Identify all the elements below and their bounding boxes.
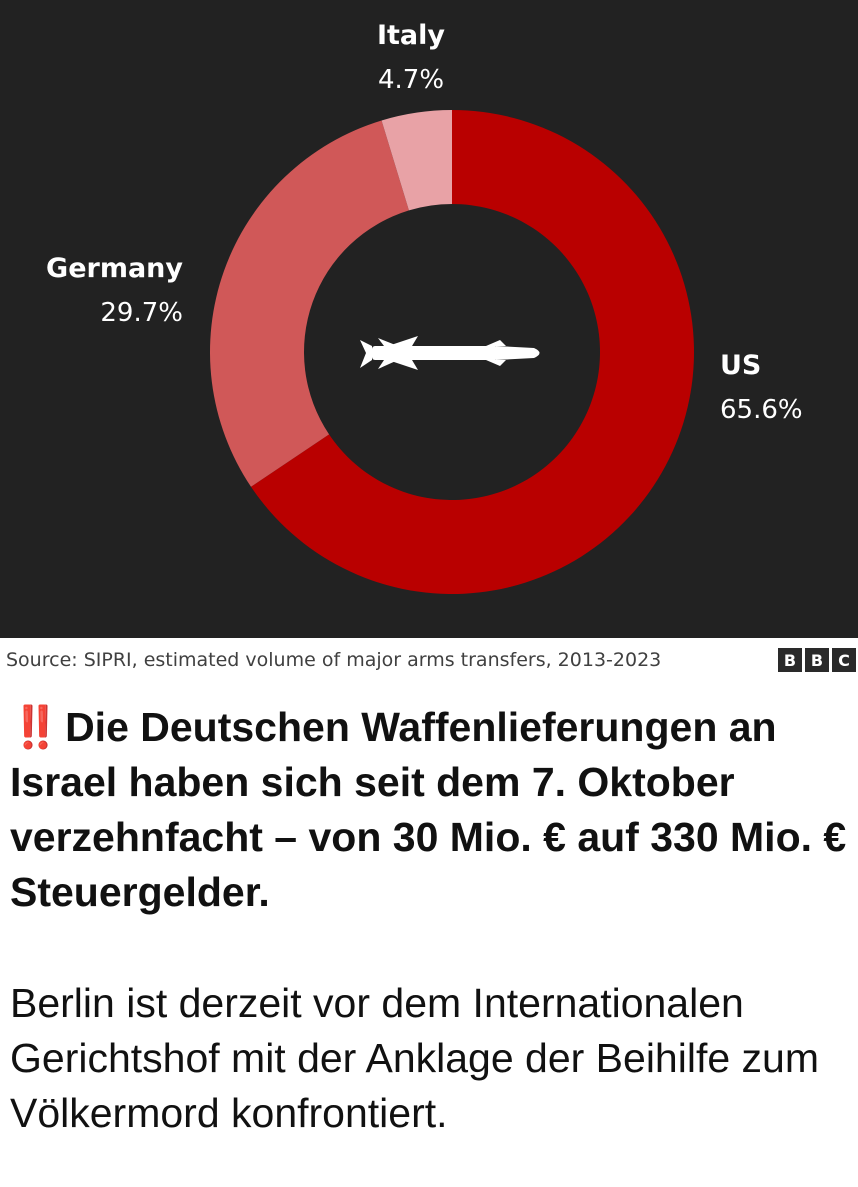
post-text: ‼️ Die Deutschen Waffenlieferungen an Isr… — [10, 700, 855, 1141]
donut-chart: US 65.6% Germany 29.7% Italy 4.7% — [46, 20, 803, 594]
slice-us — [250, 110, 694, 594]
post-body: Berlin ist derzeit vor dem International… — [10, 980, 819, 1136]
bbc-logo-letter: B — [778, 648, 802, 672]
slice-italy — [381, 110, 452, 211]
bbc-logo-letter: B — [805, 648, 829, 672]
value-label-us: 65.6% — [720, 395, 803, 425]
bbc-logo-letter: C — [832, 648, 856, 672]
label-us: US — [720, 350, 761, 381]
missile-icon — [360, 336, 540, 370]
bbc-logo: B B C — [778, 648, 856, 672]
label-italy: Italy — [377, 20, 445, 51]
value-label-italy: 4.7% — [378, 65, 444, 95]
post-headline: ‼️ Die Deutschen Waffenlieferungen an Isr… — [10, 700, 855, 920]
value-label-germany: 29.7% — [100, 298, 183, 328]
slice-germany — [209, 120, 409, 487]
headline-text: Die Deutschen Waffenlieferungen an Israe… — [10, 704, 847, 915]
double-exclamation-icon: ‼️ — [10, 704, 61, 750]
source-text: Source: SIPRI, estimated volume of major… — [6, 649, 662, 671]
source-bar: Source: SIPRI, estimated volume of major… — [0, 638, 858, 684]
label-germany: Germany — [46, 253, 183, 284]
chart-panel: US 65.6% Germany 29.7% Italy 4.7% — [0, 0, 858, 638]
